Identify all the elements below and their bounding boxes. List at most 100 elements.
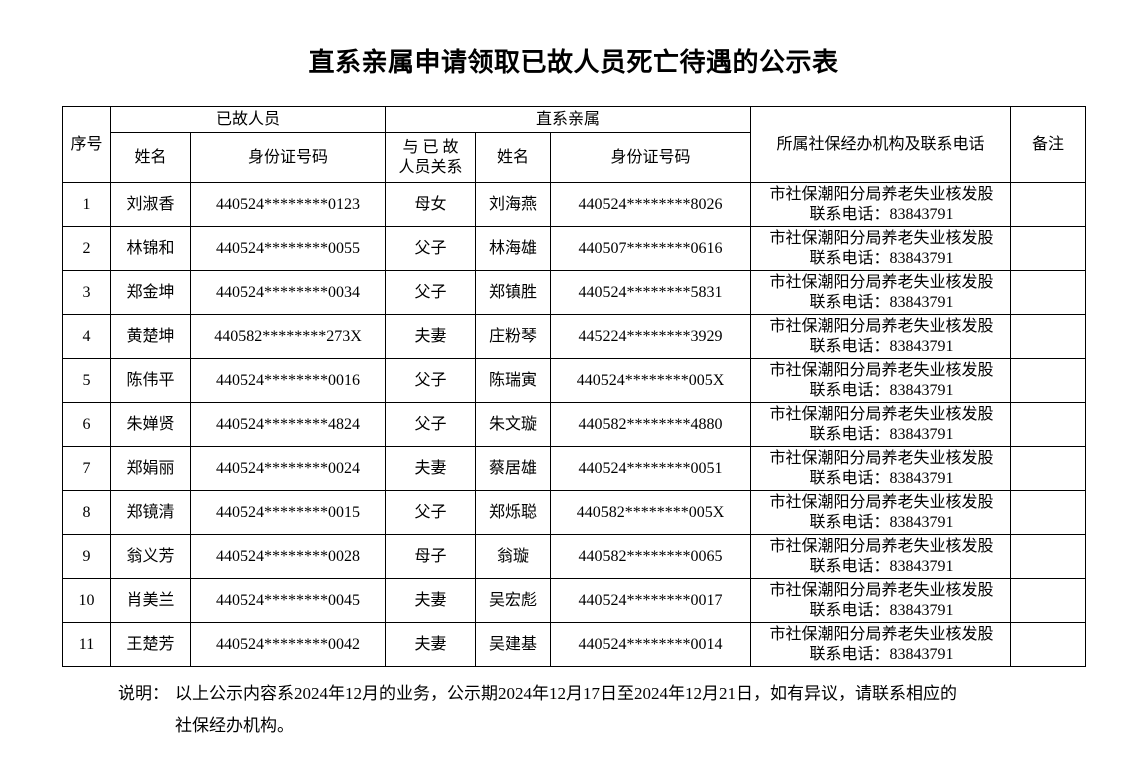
cell-deceased-name: 肖美兰 bbox=[110, 578, 191, 623]
cell-relative-name: 朱文璇 bbox=[475, 402, 552, 447]
table-row: 9 翁义芳 440524********0028 母子 翁璇 440582***… bbox=[62, 534, 1087, 579]
cell-agency-line1: 市社保潮阳分局养老失业核发股 bbox=[769, 625, 994, 643]
notice-table: 序号 已故人员 直系亲属 所属社保经办机构及联系电话 备注 姓名 身份证号码 与… bbox=[62, 106, 1087, 667]
cell-deceased-id: 440524********0034 bbox=[189, 270, 387, 315]
cell-relative-id: 440524********8026 bbox=[550, 182, 752, 227]
cell-serial: 9 bbox=[62, 534, 111, 579]
cell-relation: 母女 bbox=[385, 182, 477, 227]
cell-deceased-name: 郑镜清 bbox=[110, 490, 191, 535]
cell-remark bbox=[1010, 358, 1087, 403]
cell-relation: 母子 bbox=[385, 534, 477, 579]
cell-deceased-id: 440524********0045 bbox=[189, 578, 387, 623]
cell-relation: 夫妻 bbox=[385, 622, 477, 667]
cell-relation: 父子 bbox=[385, 270, 477, 315]
cell-agency-line2: 联系电话：83843791 bbox=[809, 249, 954, 267]
cell-agency-line2: 联系电话：83843791 bbox=[809, 645, 954, 663]
cell-serial: 6 bbox=[62, 402, 111, 447]
cell-deceased-name: 林锦和 bbox=[110, 226, 191, 271]
cell-deceased-name: 朱婵贤 bbox=[110, 402, 191, 447]
cell-agency: 市社保潮阳分局养老失业核发股 联系电话：83843791 bbox=[750, 226, 1012, 271]
header-relation: 与 已 故 人员关系 bbox=[385, 132, 477, 183]
cell-agency-line1: 市社保潮阳分局养老失业核发股 bbox=[769, 537, 994, 555]
cell-relation: 父子 bbox=[385, 226, 477, 271]
header-relation-line2: 人员关系 bbox=[398, 158, 463, 176]
cell-agency-line2: 联系电话：83843791 bbox=[809, 469, 954, 487]
cell-remark bbox=[1010, 226, 1087, 271]
table-row: 10 肖美兰 440524********0045 夫妻 吴宏彪 440524*… bbox=[62, 578, 1087, 623]
cell-remark bbox=[1010, 402, 1087, 447]
cell-agency: 市社保潮阳分局养老失业核发股 联系电话：83843791 bbox=[750, 534, 1012, 579]
cell-agency: 市社保潮阳分局养老失业核发股 联系电话：83843791 bbox=[750, 270, 1012, 315]
cell-serial: 1 bbox=[62, 182, 111, 227]
cell-remark bbox=[1010, 182, 1087, 227]
cell-agency-line1: 市社保潮阳分局养老失业核发股 bbox=[769, 229, 994, 247]
cell-agency-line1: 市社保潮阳分局养老失业核发股 bbox=[769, 185, 994, 203]
header-row-columns: 姓名 身份证号码 与 已 故 人员关系 姓名 身份证号码 bbox=[63, 132, 1086, 183]
cell-relative-name: 郑镇胜 bbox=[475, 270, 552, 315]
cell-deceased-id: 440524********0123 bbox=[189, 182, 387, 227]
cell-relative-id: 440582********0065 bbox=[550, 534, 752, 579]
header-relative-group: 直系亲属 bbox=[385, 106, 752, 133]
cell-relative-name: 蔡居雄 bbox=[475, 446, 552, 491]
cell-relation: 夫妻 bbox=[385, 578, 477, 623]
cell-agency: 市社保潮阳分局养老失业核发股 联系电话：83843791 bbox=[750, 182, 1012, 227]
cell-agency-line1: 市社保潮阳分局养老失业核发股 bbox=[769, 493, 994, 511]
header-agency: 所属社保经办机构及联系电话 bbox=[750, 106, 1012, 183]
cell-remark bbox=[1010, 446, 1087, 491]
cell-remark bbox=[1010, 578, 1087, 623]
footnote: 说明： 以上公示内容系2024年12月的业务，公示期2024年12月17日至20… bbox=[118, 678, 1147, 742]
cell-agency-line2: 联系电话：83843791 bbox=[809, 601, 954, 619]
cell-agency-line1: 市社保潮阳分局养老失业核发股 bbox=[769, 449, 994, 467]
cell-relation: 父子 bbox=[385, 490, 477, 535]
cell-serial: 11 bbox=[62, 622, 111, 667]
cell-agency: 市社保潮阳分局养老失业核发股 联系电话：83843791 bbox=[750, 490, 1012, 535]
cell-relative-name: 庄粉琴 bbox=[475, 314, 552, 359]
cell-deceased-name: 翁义芳 bbox=[110, 534, 191, 579]
cell-agency-line2: 联系电话：83843791 bbox=[809, 513, 954, 531]
header-deceased-group: 已故人员 bbox=[109, 106, 387, 133]
cell-remark bbox=[1010, 490, 1087, 535]
header-row-groups: 序号 已故人员 直系亲属 所属社保经办机构及联系电话 备注 bbox=[62, 106, 1087, 183]
cell-serial: 5 bbox=[62, 358, 111, 403]
cell-serial: 4 bbox=[62, 314, 111, 359]
cell-relative-name: 陈瑞寅 bbox=[475, 358, 552, 403]
cell-serial: 8 bbox=[62, 490, 111, 535]
cell-relative-id: 440524********005X bbox=[550, 358, 752, 403]
cell-relative-name: 刘海燕 bbox=[475, 182, 552, 227]
cell-serial: 10 bbox=[62, 578, 111, 623]
cell-relative-name: 翁璇 bbox=[475, 534, 552, 579]
cell-relative-id: 445224********3929 bbox=[550, 314, 752, 359]
table-row: 8 郑镜清 440524********0015 父子 郑烁聪 440582**… bbox=[62, 490, 1087, 535]
page-title: 直系亲属申请领取已故人员死亡待遇的公示表 bbox=[308, 48, 839, 77]
cell-deceased-name: 郑娟丽 bbox=[110, 446, 191, 491]
cell-relative-id: 440582********4880 bbox=[550, 402, 752, 447]
cell-agency-line2: 联系电话：83843791 bbox=[809, 205, 954, 223]
table-row: 2 林锦和 440524********0055 父子 林海雄 440507**… bbox=[62, 226, 1087, 271]
table-row: 5 陈伟平 440524********0016 父子 陈瑞寅 440524**… bbox=[62, 358, 1087, 403]
footnote-line2: 社保经办机构。 bbox=[175, 716, 294, 735]
cell-relative-name: 吴建基 bbox=[475, 622, 552, 667]
cell-relative-name: 吴宏彪 bbox=[475, 578, 552, 623]
cell-agency-line1: 市社保潮阳分局养老失业核发股 bbox=[769, 581, 994, 599]
cell-relative-id: 440524********5831 bbox=[550, 270, 752, 315]
cell-relative-id: 440582********005X bbox=[550, 490, 752, 535]
cell-serial: 7 bbox=[62, 446, 111, 491]
cell-agency: 市社保潮阳分局养老失业核发股 联系电话：83843791 bbox=[750, 314, 1012, 359]
header-deceased-id: 身份证号码 bbox=[189, 132, 387, 183]
cell-serial: 2 bbox=[62, 226, 111, 271]
cell-relation: 父子 bbox=[385, 358, 477, 403]
table-row: 1 刘淑香 440524********0123 母女 刘海燕 440524**… bbox=[62, 182, 1087, 227]
cell-deceased-id: 440524********4824 bbox=[189, 402, 387, 447]
table-row: 11 王楚芳 440524********0042 夫妻 吴建基 440524*… bbox=[62, 622, 1087, 667]
cell-remark bbox=[1010, 622, 1087, 667]
table-row: 6 朱婵贤 440524********4824 父子 朱文璇 440582**… bbox=[62, 402, 1087, 447]
header-remarks: 备注 bbox=[1010, 106, 1087, 183]
cell-deceased-id: 440524********0016 bbox=[189, 358, 387, 403]
header-serial: 序号 bbox=[62, 106, 111, 183]
cell-agency: 市社保潮阳分局养老失业核发股 联系电话：83843791 bbox=[750, 402, 1012, 447]
footnote-label: 说明： bbox=[118, 684, 169, 703]
cell-agency-line1: 市社保潮阳分局养老失业核发股 bbox=[769, 273, 994, 291]
cell-deceased-id: 440524********0055 bbox=[189, 226, 387, 271]
table-body: 1 刘淑香 440524********0123 母女 刘海燕 440524**… bbox=[62, 182, 1087, 667]
